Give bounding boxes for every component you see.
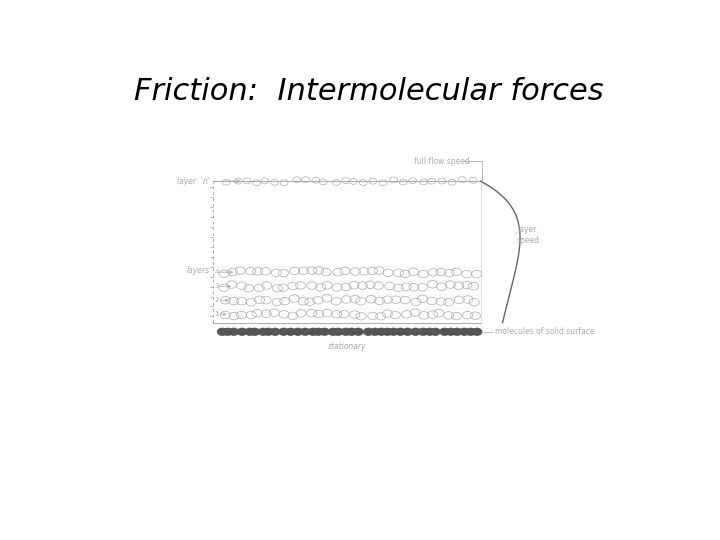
Circle shape xyxy=(431,328,441,335)
Text: 2: 2 xyxy=(215,297,219,303)
Circle shape xyxy=(452,328,462,335)
Circle shape xyxy=(313,328,323,335)
Circle shape xyxy=(425,328,435,335)
Circle shape xyxy=(370,328,380,335)
Text: layer
speed: layer speed xyxy=(517,225,540,245)
Circle shape xyxy=(333,328,343,335)
Circle shape xyxy=(308,328,318,335)
Circle shape xyxy=(402,328,413,335)
Circle shape xyxy=(217,328,228,335)
Circle shape xyxy=(395,328,405,335)
Text: layer  'n': layer 'n' xyxy=(177,177,210,186)
Circle shape xyxy=(389,328,398,335)
Circle shape xyxy=(364,328,374,335)
Circle shape xyxy=(279,328,289,335)
Circle shape xyxy=(286,328,296,335)
Circle shape xyxy=(410,328,420,335)
Circle shape xyxy=(446,328,456,335)
Text: layers: layers xyxy=(187,266,210,275)
Text: molecules of solid surface: molecules of solid surface xyxy=(495,327,594,336)
Circle shape xyxy=(354,328,364,335)
Circle shape xyxy=(258,328,268,335)
Circle shape xyxy=(222,328,233,335)
Circle shape xyxy=(270,328,280,335)
Circle shape xyxy=(237,328,247,335)
Circle shape xyxy=(341,328,351,335)
Circle shape xyxy=(459,328,469,335)
Text: 4: 4 xyxy=(215,269,219,275)
Circle shape xyxy=(382,328,392,335)
Circle shape xyxy=(229,328,239,335)
Circle shape xyxy=(250,328,260,335)
Circle shape xyxy=(418,328,428,335)
Circle shape xyxy=(293,328,303,335)
Circle shape xyxy=(264,328,274,335)
Circle shape xyxy=(346,328,356,335)
Text: 3: 3 xyxy=(215,283,219,289)
Text: full flow speed: full flow speed xyxy=(413,157,469,166)
Circle shape xyxy=(320,328,330,335)
Text: 1: 1 xyxy=(215,311,219,318)
Circle shape xyxy=(440,328,450,335)
Circle shape xyxy=(300,328,310,335)
Text: Friction:  Intermolecular forces: Friction: Intermolecular forces xyxy=(134,77,604,106)
Circle shape xyxy=(472,328,482,335)
Circle shape xyxy=(466,328,476,335)
Text: stationary: stationary xyxy=(328,342,366,351)
Circle shape xyxy=(328,328,338,335)
Circle shape xyxy=(245,328,255,335)
Circle shape xyxy=(377,328,387,335)
